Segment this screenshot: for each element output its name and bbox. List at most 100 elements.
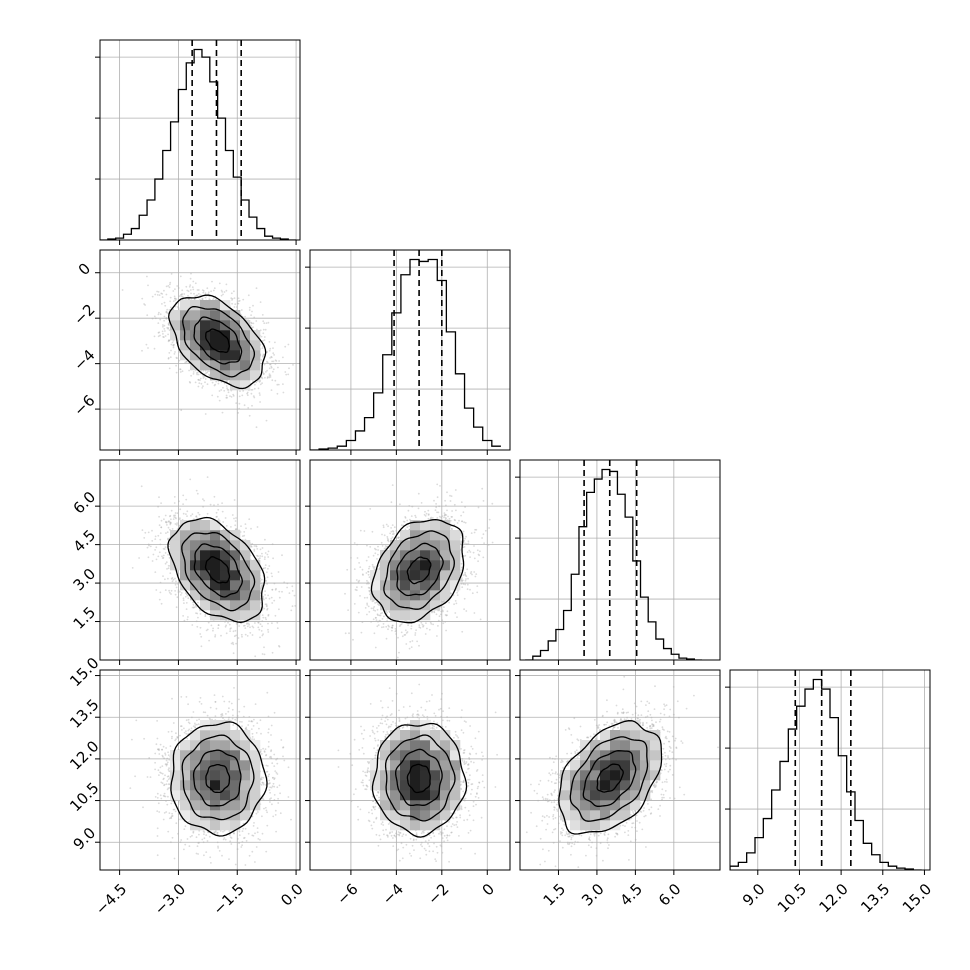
sample-point: [259, 401, 261, 403]
sample-point: [268, 375, 271, 377]
sample-point: [196, 294, 199, 297]
sample-point: [269, 357, 271, 359]
sample-point: [255, 426, 258, 429]
sample-point: [220, 294, 223, 297]
sample-point: [253, 387, 256, 390]
sample-point: [271, 651, 274, 654]
density-cell: [200, 340, 211, 351]
sample-point: [276, 627, 279, 630]
sample-point: [200, 370, 203, 372]
density-cell: [180, 350, 191, 361]
sample-point: [225, 289, 228, 292]
sample-point: [272, 360, 275, 363]
sample-point: [260, 586, 263, 588]
sample-point: [179, 275, 182, 278]
sample-point: [248, 306, 251, 309]
sample-point: [186, 510, 189, 513]
sample-point: [162, 336, 165, 338]
sample-point: [262, 616, 265, 619]
sample-point: [210, 290, 213, 293]
sample-point: [197, 289, 200, 291]
sample-point: [189, 277, 192, 280]
sample-point: [234, 528, 237, 531]
sample-point: [271, 588, 274, 591]
sample-point: [169, 283, 171, 286]
sample-point: [230, 292, 233, 295]
sample-point: [154, 535, 157, 538]
sample-point: [250, 543, 252, 546]
sample-point: [195, 294, 198, 297]
density-cell: [200, 350, 211, 361]
sample-point: [232, 395, 235, 397]
scatter-panel-1-0: [95, 249, 301, 455]
sample-point: [235, 642, 238, 645]
sample-point: [233, 517, 235, 520]
sample-point: [181, 370, 184, 373]
sample-point: [261, 377, 264, 380]
sample-point: [157, 322, 160, 324]
sample-point: [168, 323, 170, 325]
sample-point: [242, 390, 245, 392]
sample-point: [254, 383, 256, 386]
sample-point: [202, 369, 205, 372]
sample-point: [195, 489, 198, 492]
sample-point: [225, 632, 228, 635]
sample-point: [261, 620, 264, 622]
density-cell: [240, 370, 251, 381]
sample-point: [221, 411, 224, 414]
sample-point: [178, 295, 181, 298]
density-cell: [240, 340, 251, 351]
sample-point: [233, 297, 236, 299]
density-cell: [210, 330, 221, 341]
sample-point: [156, 294, 159, 296]
sample-point: [194, 381, 197, 384]
density-cell: [180, 300, 191, 311]
sample-point: [293, 594, 296, 597]
sample-point: [265, 603, 268, 606]
sample-point: [274, 359, 277, 362]
sample-point: [275, 360, 278, 362]
sample-point: [143, 303, 146, 305]
sample-point: [276, 392, 279, 395]
sample-point: [167, 537, 169, 540]
sample-point: [218, 282, 221, 285]
sample-point: [213, 504, 215, 506]
sample-point: [220, 389, 223, 391]
panel-frame: [519, 459, 721, 661]
sample-point: [260, 630, 263, 632]
sample-point: [237, 297, 240, 300]
sample-point: [282, 391, 285, 394]
sample-point: [191, 513, 194, 516]
sample-point: [265, 419, 268, 422]
sample-point: [183, 619, 186, 622]
sample-point: [174, 593, 177, 596]
sample-point: [163, 328, 166, 330]
sample-point: [214, 634, 217, 636]
sample-point: [163, 548, 166, 550]
sample-point: [165, 317, 168, 320]
density-cell: [210, 340, 221, 351]
sample-point: [187, 294, 189, 297]
density-cell: [210, 360, 221, 371]
sample-point: [168, 545, 171, 548]
sample-point: [252, 326, 255, 328]
sample-point: [231, 641, 234, 644]
sample-point: [189, 289, 192, 291]
sample-point: [194, 282, 197, 285]
sample-point: [259, 636, 261, 639]
sample-point: [225, 283, 228, 286]
sample-point: [195, 612, 197, 614]
sample-point: [167, 357, 170, 360]
sample-point: [250, 324, 253, 327]
sample-point: [158, 294, 161, 296]
density-cell: [200, 300, 211, 311]
sample-point: [179, 508, 182, 511]
sample-point: [269, 376, 272, 378]
sample-point: [166, 308, 169, 311]
sample-point: [191, 286, 194, 289]
sample-point: [162, 333, 164, 335]
sample-point: [266, 607, 269, 610]
sample-point: [192, 606, 195, 609]
sample-point: [238, 407, 241, 410]
sample-point: [180, 293, 183, 296]
